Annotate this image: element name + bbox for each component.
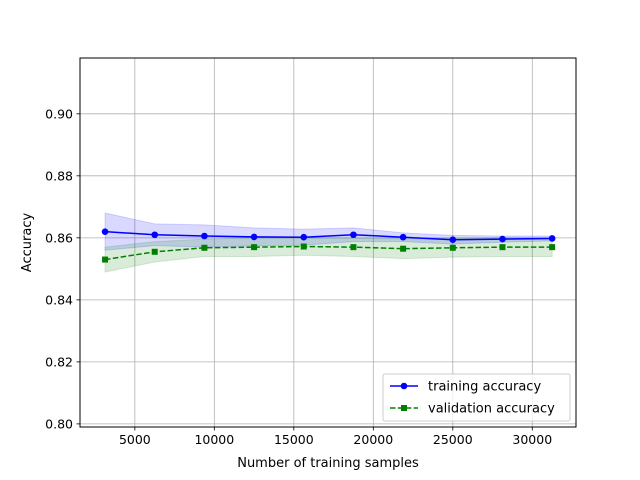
plot-frame [79, 57, 577, 428]
training-accuracy-point [399, 233, 407, 241]
legend-validation-label: validation accuracy [428, 402, 555, 417]
validation-accuracy-point [102, 256, 109, 263]
validation-accuracy-point [549, 244, 556, 251]
series [101, 228, 556, 263]
x-axis-label: Number of training samples [237, 456, 419, 471]
y-tick-label: 0.88 [45, 168, 73, 183]
y-tick-label: 0.82 [45, 354, 73, 369]
validation-accuracy-point [251, 244, 258, 251]
training-accuracy-point [250, 233, 258, 241]
validation-accuracy-point [300, 243, 307, 250]
x-tick-label: 15000 [274, 432, 314, 447]
legend-training-label: training accuracy [428, 380, 541, 395]
training-accuracy-line [104, 230, 553, 241]
y-axis-label: Accuracy [20, 213, 35, 273]
x-tick-label: 25000 [433, 432, 473, 447]
x-tick-label: 10000 [194, 432, 234, 447]
validation-confidence-band [104, 237, 553, 273]
y-tick-label: 0.80 [45, 416, 73, 431]
legend-training-marker [400, 382, 408, 390]
x-tick-label: 30000 [512, 432, 552, 447]
training-accuracy-point [101, 228, 109, 235]
validation-accuracy-point [151, 248, 158, 255]
training-accuracy-point [201, 232, 208, 240]
validation-accuracy-line [104, 245, 553, 261]
y-axis-ticks: 0.80 0.82 0.84 0.86 0.88 0.90 [45, 106, 80, 431]
validation-accuracy-point [201, 244, 208, 251]
training-accuracy-point [350, 231, 357, 239]
grid [80, 58, 576, 427]
y-tick-label: 0.84 [45, 292, 73, 307]
training-accuracy-point [449, 236, 457, 244]
x-axis-ticks: 5000 10000 15000 20000 25000 30000 [119, 427, 552, 447]
validation-accuracy-point [350, 244, 357, 251]
legend-box [382, 373, 571, 422]
training-accuracy-point [548, 235, 556, 242]
validation-accuracy-point [400, 245, 407, 252]
x-tick-label: 20000 [353, 432, 393, 447]
legend-validation-marker [401, 405, 407, 411]
y-tick-label: 0.90 [45, 106, 73, 121]
training-accuracy-point [151, 231, 159, 239]
y-tick-label: 0.86 [45, 230, 73, 245]
x-tick-label: 5000 [119, 432, 151, 447]
legend: training accuracy validation accuracy [382, 373, 571, 422]
training-accuracy-point [300, 233, 308, 241]
training-accuracy-point [499, 235, 506, 243]
validation-accuracy-point [449, 244, 456, 251]
validation-accuracy-point [499, 244, 506, 251]
